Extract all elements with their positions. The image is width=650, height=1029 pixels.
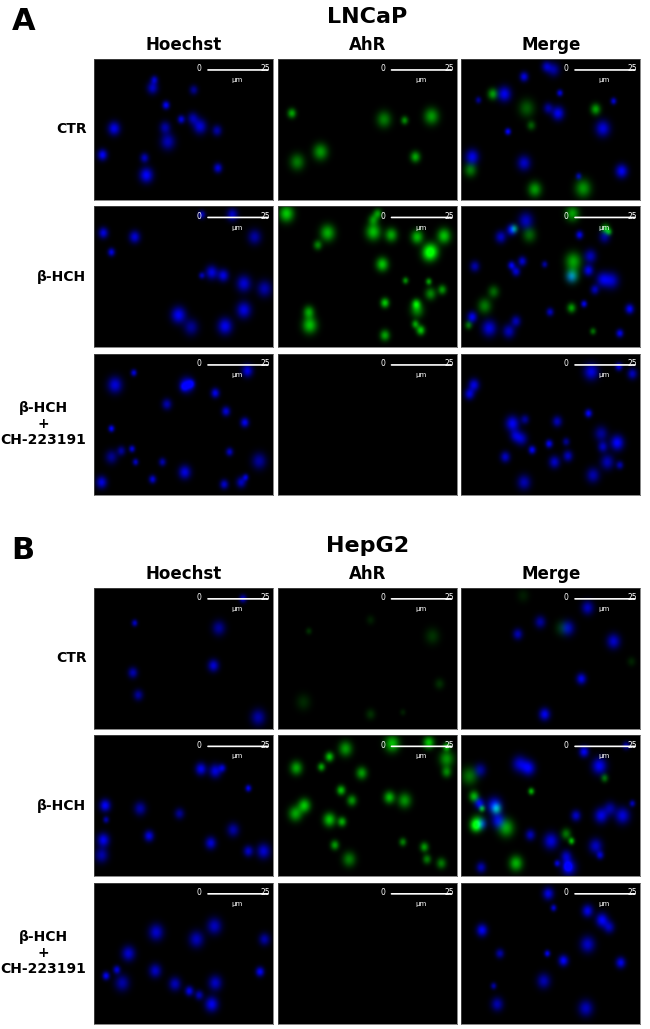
Text: 25: 25 [628,212,638,221]
Text: 25: 25 [628,593,638,602]
Text: μm: μm [232,77,243,83]
Text: Merge: Merge [521,36,580,54]
Text: μm: μm [232,606,243,612]
Text: AhR: AhR [348,36,386,54]
Text: 25: 25 [261,359,270,368]
Text: 0: 0 [380,888,385,897]
Text: Hoechst: Hoechst [146,36,222,54]
Text: B: B [12,536,35,565]
Text: μm: μm [599,224,610,230]
Text: 0: 0 [564,359,569,368]
Text: μm: μm [232,372,243,378]
Text: A: A [12,7,35,36]
Text: μm: μm [415,77,426,83]
Text: 0: 0 [380,359,385,368]
Text: LNCaP: LNCaP [327,7,408,27]
Text: CTR: CTR [56,122,86,136]
Text: β-HCH
+
CH-223191: β-HCH + CH-223191 [1,401,86,448]
Text: 25: 25 [445,64,454,73]
Text: 0: 0 [380,64,385,73]
Text: 25: 25 [261,593,270,602]
Text: 0: 0 [564,888,569,897]
Text: Hoechst: Hoechst [146,565,222,582]
Text: 25: 25 [261,64,270,73]
Text: 0: 0 [197,359,202,368]
Text: 0: 0 [564,64,569,73]
Text: μm: μm [232,901,243,907]
Text: μm: μm [232,753,243,759]
Text: 0: 0 [564,593,569,602]
Text: β-HCH: β-HCH [37,270,86,284]
Text: μm: μm [415,372,426,378]
Text: 25: 25 [628,888,638,897]
Text: μm: μm [415,753,426,759]
Text: μm: μm [415,224,426,230]
Text: HepG2: HepG2 [326,536,409,556]
Text: μm: μm [599,372,610,378]
Text: 0: 0 [197,212,202,221]
Text: μm: μm [599,77,610,83]
Text: μm: μm [599,606,610,612]
Text: β-HCH
+
CH-223191: β-HCH + CH-223191 [1,930,86,977]
Text: 25: 25 [261,888,270,897]
Text: μm: μm [415,901,426,907]
Text: β-HCH: β-HCH [37,799,86,813]
Text: 25: 25 [445,359,454,368]
Text: Merge: Merge [521,565,580,582]
Text: μm: μm [599,753,610,759]
Text: 0: 0 [380,212,385,221]
Text: 0: 0 [197,593,202,602]
Text: μm: μm [415,606,426,612]
Text: 0: 0 [380,741,385,750]
Text: 0: 0 [564,212,569,221]
Text: CTR: CTR [56,651,86,665]
Text: 25: 25 [261,212,270,221]
Text: 25: 25 [445,593,454,602]
Text: AhR: AhR [348,565,386,582]
Text: 0: 0 [197,64,202,73]
Text: μm: μm [599,901,610,907]
Text: 25: 25 [445,888,454,897]
Text: 25: 25 [445,212,454,221]
Text: 0: 0 [197,888,202,897]
Text: 0: 0 [564,741,569,750]
Text: 25: 25 [445,741,454,750]
Text: 25: 25 [628,741,638,750]
Text: 0: 0 [380,593,385,602]
Text: μm: μm [232,224,243,230]
Text: 25: 25 [628,64,638,73]
Text: 25: 25 [261,741,270,750]
Text: 0: 0 [197,741,202,750]
Text: 25: 25 [628,359,638,368]
